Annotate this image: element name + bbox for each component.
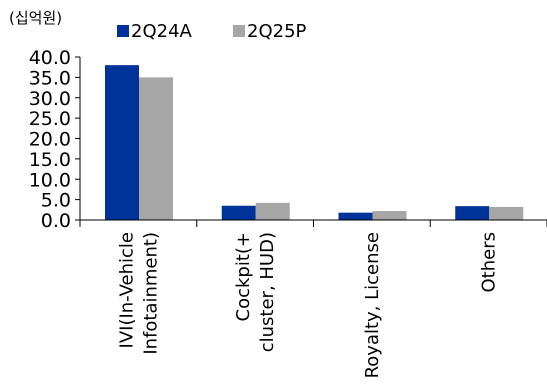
x-axis: IVI(In-Vehicle Infotainment) Cockpit(+ clus… xyxy=(79,219,547,378)
x-tick-label: Royalty, License xyxy=(362,232,383,378)
x-category-label-2: Royalty, License xyxy=(362,232,383,378)
bar-2Q25P-1 xyxy=(255,202,290,220)
legend-label-1: 2Q25P xyxy=(247,21,307,42)
y-tick-label: 10.0 xyxy=(29,169,71,191)
bar-2Q25P-2 xyxy=(372,211,407,220)
x-tick-label: Others xyxy=(479,232,500,293)
unit-label: (십억원) xyxy=(9,9,62,27)
bar-2Q24A-0 xyxy=(105,65,139,221)
y-tick-label: 5.0 xyxy=(41,190,71,212)
y-tick-label: 35.0 xyxy=(29,67,71,89)
x-tick-label: Infotainment) xyxy=(140,232,161,355)
bar-2Q24A-1 xyxy=(221,205,256,220)
y-tick-label: 15.0 xyxy=(29,149,71,171)
y-axis: 0.05.010.015.020.025.030.035.040.0 xyxy=(29,47,81,232)
x-tick-label: IVI(In-Vehicle xyxy=(116,232,137,348)
y-tick-label: 20.0 xyxy=(29,129,71,151)
bar-2Q24A-2 xyxy=(338,212,373,220)
x-category-label-1: Cockpit(+ cluster, HUD) xyxy=(233,232,278,352)
x-category-label-3: Others xyxy=(479,232,500,293)
bars xyxy=(105,65,524,221)
legend: 2Q24A 2Q25P xyxy=(117,21,307,42)
bar-2Q25P-3 xyxy=(489,206,524,220)
bar-2Q24A-3 xyxy=(455,206,490,220)
x-category-label-0: IVI(In-Vehicle Infotainment) xyxy=(116,232,161,355)
legend-swatch-1 xyxy=(233,25,245,37)
y-tick-label: 40.0 xyxy=(29,47,71,69)
legend-swatch-0 xyxy=(117,25,129,37)
bar-2Q25P-0 xyxy=(139,77,173,220)
x-tick-label: Cockpit(+ xyxy=(233,232,254,322)
x-tick-label: cluster, HUD) xyxy=(257,232,278,352)
y-tick-label: 25.0 xyxy=(29,108,71,130)
y-tick-label: 30.0 xyxy=(29,88,71,110)
legend-label-0: 2Q24A xyxy=(131,21,193,42)
y-tick-label: 0.0 xyxy=(41,210,71,232)
